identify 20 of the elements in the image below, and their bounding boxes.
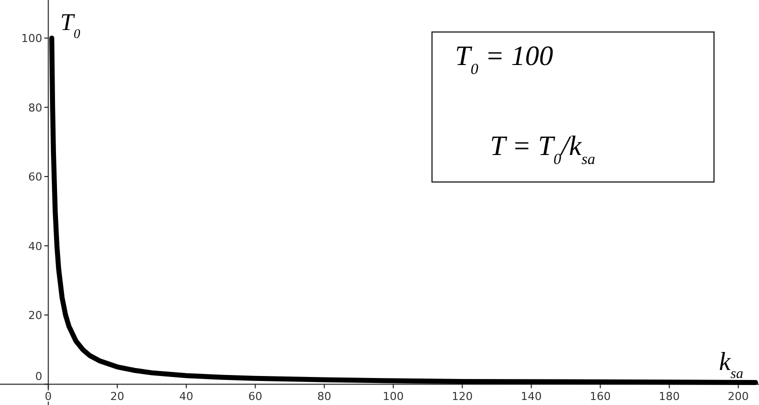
y-tick-label: 60 [28, 170, 42, 184]
x-tick-label: 80 [317, 390, 332, 404]
y-tick-label: 80 [28, 101, 42, 114]
y-tick-label: 40 [28, 240, 42, 253]
y-tick-label: 100 [21, 32, 42, 46]
x-axis-title: k$_{sa}$ [719, 347, 744, 382]
x-tick-label: 200 [728, 390, 749, 404]
y-tick-label: 20 [28, 309, 42, 322]
y-axis-title: T$_{0}$ [60, 10, 81, 40]
x-tick-label: 180 [658, 390, 680, 404]
annotation: T$_{0}$ = 100 [455, 41, 554, 78]
x-tick-label: 100 [382, 390, 404, 404]
y-tick-label: 0 [35, 370, 42, 384]
x-tick-label: 60 [248, 390, 262, 404]
x-tick-label: 120 [452, 390, 473, 404]
annotation: T = T$_{0}$/k$_{sa}$ [490, 131, 596, 168]
x-tick-label: 40 [179, 390, 194, 404]
x-tick-label: 140 [520, 390, 542, 404]
x-tick-label: 160 [590, 390, 611, 404]
x-tick-label: 20 [110, 390, 124, 404]
